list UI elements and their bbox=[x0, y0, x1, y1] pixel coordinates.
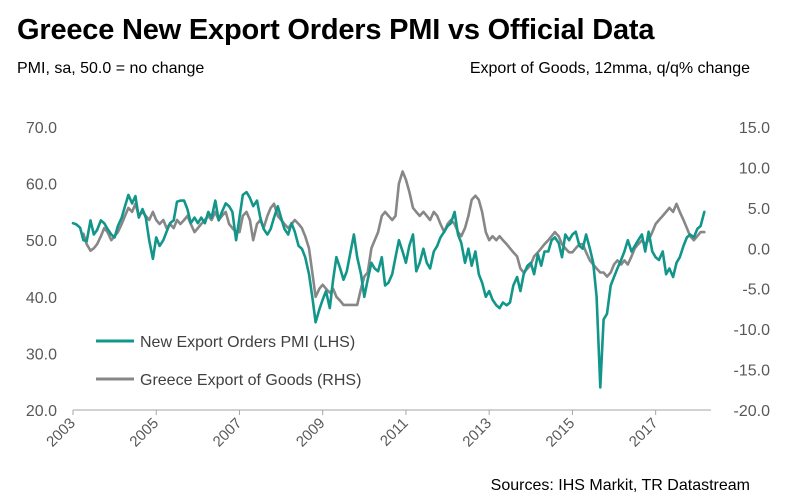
y-right-tick-label: 10.0 bbox=[739, 160, 770, 177]
y-left-tick-label: 20.0 bbox=[26, 403, 57, 420]
legend-item-exports-label: Greece Export of Goods (RHS) bbox=[140, 372, 361, 389]
x-tick-label: 2011 bbox=[377, 415, 412, 450]
x-tick-label: 2007 bbox=[210, 415, 246, 451]
source-note: Sources: IHS Markit, TR Datastream bbox=[490, 477, 750, 494]
x-tick-label: 2017 bbox=[626, 415, 662, 451]
y-left-tick-label: 60.0 bbox=[26, 177, 57, 194]
right-axis-note: Export of Goods, 12mma, q/q% change bbox=[469, 60, 750, 77]
series-line-exports bbox=[82, 170, 706, 307]
y-right-tick-label: 0.0 bbox=[748, 241, 770, 258]
left-axis-note: PMI, sa, 50.0 = no change bbox=[17, 60, 205, 77]
x-tick-label: 2013 bbox=[459, 415, 495, 451]
y-left-tick-label: 70.0 bbox=[26, 120, 57, 137]
y-right-tick-label: -15.0 bbox=[734, 363, 771, 380]
y-left-tick-label: 40.0 bbox=[26, 290, 57, 307]
legend-item-pmi-label: New Export Orders PMI (LHS) bbox=[140, 334, 355, 351]
y-left-tick-label: 30.0 bbox=[26, 346, 57, 363]
y-right-tick-label: 15.0 bbox=[739, 120, 770, 137]
y-right-tick-label: -5.0 bbox=[742, 282, 770, 299]
y-right-tick-label: 5.0 bbox=[748, 201, 770, 218]
x-tick-label: 2015 bbox=[543, 415, 579, 451]
chart-title: Greece New Export Orders PMI vs Official… bbox=[17, 14, 655, 46]
y-right-tick-label: -20.0 bbox=[734, 403, 771, 420]
x-tick-label: 2003 bbox=[43, 415, 79, 451]
x-tick-label: 2005 bbox=[126, 415, 162, 451]
y-right-tick-label: -10.0 bbox=[734, 322, 771, 339]
x-tick-label: 2009 bbox=[293, 415, 329, 451]
series-line-pmi bbox=[71, 190, 706, 389]
y-left-tick-label: 50.0 bbox=[26, 233, 57, 250]
